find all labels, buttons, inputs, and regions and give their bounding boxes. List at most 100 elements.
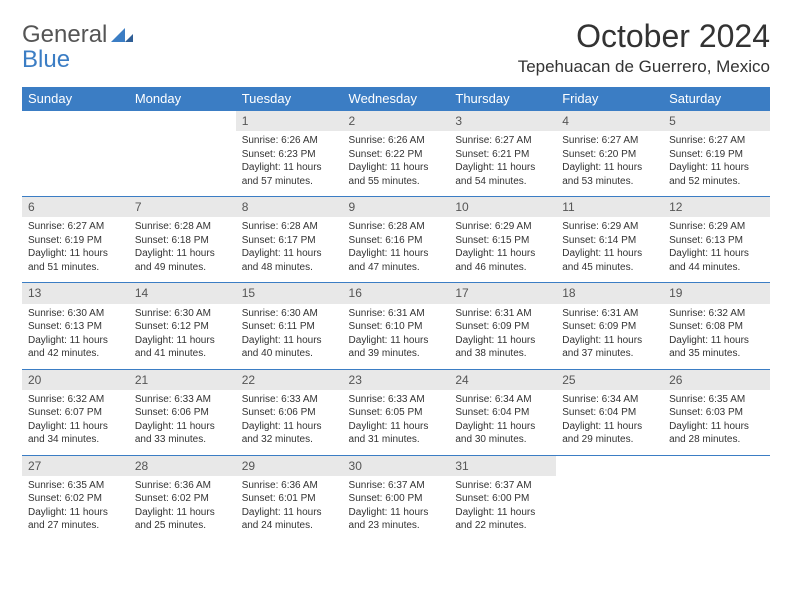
- daylight-text-2: and 30 minutes.: [455, 433, 550, 447]
- weekday-header: Sunday: [22, 87, 129, 111]
- day-detail-cell: Sunrise: 6:31 AMSunset: 6:09 PMDaylight:…: [556, 304, 663, 370]
- daylight-text-1: Daylight: 11 hours: [242, 506, 337, 520]
- sunset-text: Sunset: 6:03 PM: [669, 406, 764, 420]
- sunrise-text: Sunrise: 6:30 AM: [135, 307, 230, 321]
- logo-part2: Blue: [22, 46, 70, 73]
- daylight-text-2: and 25 minutes.: [135, 519, 230, 533]
- daylight-text-2: and 34 minutes.: [28, 433, 123, 447]
- day-detail-cell: Sunrise: 6:35 AMSunset: 6:02 PMDaylight:…: [22, 476, 129, 541]
- sunrise-text: Sunrise: 6:26 AM: [242, 134, 337, 148]
- sunset-text: Sunset: 6:06 PM: [135, 406, 230, 420]
- day-number-cell: 14: [129, 283, 236, 304]
- weekday-header: Wednesday: [343, 87, 450, 111]
- day-detail-cell: Sunrise: 6:28 AMSunset: 6:16 PMDaylight:…: [343, 217, 450, 283]
- day-number-cell: [663, 455, 770, 476]
- daylight-text-2: and 41 minutes.: [135, 347, 230, 361]
- day-number-cell: 11: [556, 197, 663, 218]
- sunrise-text: Sunrise: 6:30 AM: [28, 307, 123, 321]
- daylight-text-2: and 31 minutes.: [349, 433, 444, 447]
- day-detail-cell: Sunrise: 6:37 AMSunset: 6:00 PMDaylight:…: [343, 476, 450, 541]
- day-detail-cell: Sunrise: 6:30 AMSunset: 6:11 PMDaylight:…: [236, 304, 343, 370]
- day-number-cell: 6: [22, 197, 129, 218]
- day-detail-cell: Sunrise: 6:28 AMSunset: 6:18 PMDaylight:…: [129, 217, 236, 283]
- day-number-row: 12345: [22, 111, 770, 132]
- daylight-text-1: Daylight: 11 hours: [562, 334, 657, 348]
- sunrise-text: Sunrise: 6:27 AM: [455, 134, 550, 148]
- day-number-cell: 12: [663, 197, 770, 218]
- calendar-table: Sunday Monday Tuesday Wednesday Thursday…: [22, 87, 770, 541]
- daylight-text-1: Daylight: 11 hours: [562, 420, 657, 434]
- logo-mark-icon: [111, 21, 133, 48]
- location: Tepehuacan de Guerrero, Mexico: [518, 57, 770, 77]
- day-number-cell: [22, 111, 129, 132]
- sunset-text: Sunset: 6:20 PM: [562, 148, 657, 162]
- daylight-text-1: Daylight: 11 hours: [349, 334, 444, 348]
- sunset-text: Sunset: 6:07 PM: [28, 406, 123, 420]
- sunrise-text: Sunrise: 6:34 AM: [562, 393, 657, 407]
- daylight-text-2: and 27 minutes.: [28, 519, 123, 533]
- daylight-text-1: Daylight: 11 hours: [455, 161, 550, 175]
- day-detail-cell: Sunrise: 6:34 AMSunset: 6:04 PMDaylight:…: [449, 390, 556, 456]
- day-number-cell: 31: [449, 455, 556, 476]
- sunrise-text: Sunrise: 6:27 AM: [562, 134, 657, 148]
- sunrise-text: Sunrise: 6:33 AM: [349, 393, 444, 407]
- sunrise-text: Sunrise: 6:35 AM: [669, 393, 764, 407]
- sunrise-text: Sunrise: 6:31 AM: [562, 307, 657, 321]
- day-number-cell: 24: [449, 369, 556, 390]
- daylight-text-1: Daylight: 11 hours: [28, 334, 123, 348]
- day-detail-cell: Sunrise: 6:27 AMSunset: 6:20 PMDaylight:…: [556, 131, 663, 197]
- sunset-text: Sunset: 6:09 PM: [455, 320, 550, 334]
- weekday-header: Thursday: [449, 87, 556, 111]
- day-number-cell: 1: [236, 111, 343, 132]
- day-number-cell: [556, 455, 663, 476]
- day-detail-cell: Sunrise: 6:30 AMSunset: 6:13 PMDaylight:…: [22, 304, 129, 370]
- daylight-text-1: Daylight: 11 hours: [349, 247, 444, 261]
- sunrise-text: Sunrise: 6:31 AM: [349, 307, 444, 321]
- day-number-cell: 20: [22, 369, 129, 390]
- sunset-text: Sunset: 6:19 PM: [28, 234, 123, 248]
- daylight-text-1: Daylight: 11 hours: [135, 420, 230, 434]
- day-number-row: 6789101112: [22, 197, 770, 218]
- daylight-text-2: and 49 minutes.: [135, 261, 230, 275]
- day-detail-cell: Sunrise: 6:29 AMSunset: 6:15 PMDaylight:…: [449, 217, 556, 283]
- sunrise-text: Sunrise: 6:30 AM: [242, 307, 337, 321]
- daylight-text-1: Daylight: 11 hours: [28, 247, 123, 261]
- sunrise-text: Sunrise: 6:29 AM: [562, 220, 657, 234]
- daylight-text-1: Daylight: 11 hours: [242, 334, 337, 348]
- daylight-text-2: and 57 minutes.: [242, 175, 337, 189]
- day-number-row: 20212223242526: [22, 369, 770, 390]
- day-detail-cell: Sunrise: 6:30 AMSunset: 6:12 PMDaylight:…: [129, 304, 236, 370]
- daylight-text-2: and 33 minutes.: [135, 433, 230, 447]
- header: General Blue October 2024 Tepehuacan de …: [22, 18, 770, 77]
- day-number-cell: 25: [556, 369, 663, 390]
- day-detail-cell: Sunrise: 6:35 AMSunset: 6:03 PMDaylight:…: [663, 390, 770, 456]
- sunrise-text: Sunrise: 6:28 AM: [242, 220, 337, 234]
- day-detail-cell: Sunrise: 6:33 AMSunset: 6:05 PMDaylight:…: [343, 390, 450, 456]
- daylight-text-1: Daylight: 11 hours: [349, 506, 444, 520]
- weekday-header: Friday: [556, 87, 663, 111]
- sunset-text: Sunset: 6:08 PM: [669, 320, 764, 334]
- sunrise-text: Sunrise: 6:28 AM: [135, 220, 230, 234]
- daylight-text-1: Daylight: 11 hours: [455, 420, 550, 434]
- daylight-text-2: and 48 minutes.: [242, 261, 337, 275]
- daylight-text-1: Daylight: 11 hours: [669, 247, 764, 261]
- weekday-header: Monday: [129, 87, 236, 111]
- daylight-text-1: Daylight: 11 hours: [562, 161, 657, 175]
- day-number-cell: 21: [129, 369, 236, 390]
- daylight-text-1: Daylight: 11 hours: [455, 334, 550, 348]
- day-detail-row: Sunrise: 6:35 AMSunset: 6:02 PMDaylight:…: [22, 476, 770, 541]
- daylight-text-2: and 53 minutes.: [562, 175, 657, 189]
- day-detail-row: Sunrise: 6:30 AMSunset: 6:13 PMDaylight:…: [22, 304, 770, 370]
- daylight-text-1: Daylight: 11 hours: [28, 506, 123, 520]
- daylight-text-2: and 23 minutes.: [349, 519, 444, 533]
- day-detail-cell: [663, 476, 770, 541]
- sunrise-text: Sunrise: 6:37 AM: [455, 479, 550, 493]
- sunset-text: Sunset: 6:15 PM: [455, 234, 550, 248]
- calendar-body: 12345Sunrise: 6:26 AMSunset: 6:23 PMDayl…: [22, 111, 770, 541]
- sunrise-text: Sunrise: 6:36 AM: [135, 479, 230, 493]
- sunrise-text: Sunrise: 6:35 AM: [28, 479, 123, 493]
- day-detail-cell: Sunrise: 6:27 AMSunset: 6:19 PMDaylight:…: [22, 217, 129, 283]
- sunset-text: Sunset: 6:09 PM: [562, 320, 657, 334]
- daylight-text-1: Daylight: 11 hours: [455, 506, 550, 520]
- sunset-text: Sunset: 6:13 PM: [28, 320, 123, 334]
